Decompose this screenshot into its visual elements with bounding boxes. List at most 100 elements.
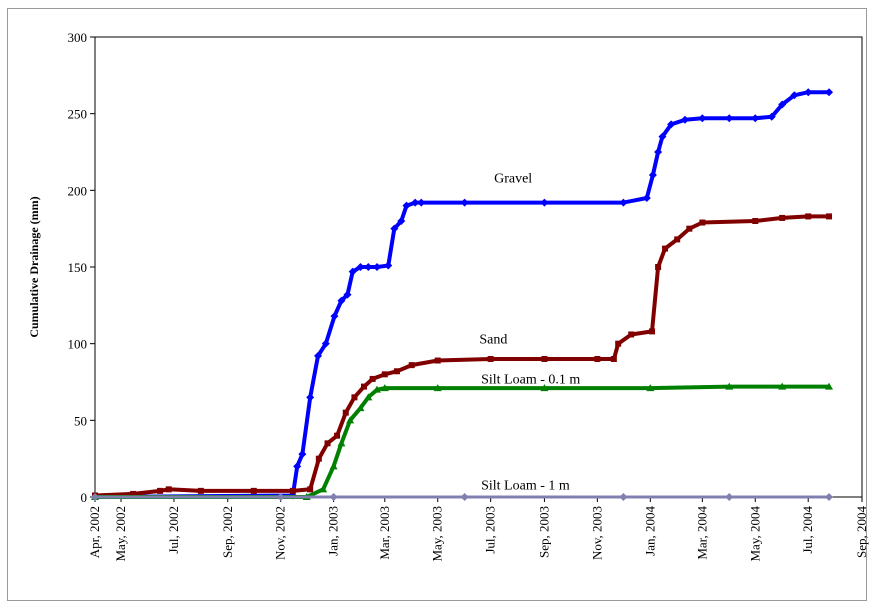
series-annotation: Sand bbox=[479, 333, 507, 348]
series-annotation: Silt Loam - 0.1 m bbox=[481, 373, 580, 388]
data-point bbox=[752, 218, 759, 224]
y-tick-label: 0 bbox=[81, 490, 88, 505]
data-point bbox=[825, 88, 834, 97]
data-point bbox=[725, 114, 734, 123]
data-point bbox=[342, 409, 349, 416]
y-tick-label: 100 bbox=[68, 337, 88, 352]
data-point bbox=[307, 486, 314, 493]
data-point bbox=[619, 493, 628, 501]
data-point bbox=[91, 493, 99, 501]
data-point bbox=[662, 245, 669, 252]
data-point bbox=[433, 384, 442, 392]
data-point bbox=[364, 263, 373, 271]
x-tick-label: Nov, 2002 bbox=[273, 506, 288, 560]
series-3 bbox=[91, 493, 834, 501]
data-point bbox=[293, 462, 302, 471]
data-point bbox=[804, 88, 813, 97]
data-point bbox=[615, 340, 622, 347]
x-tick-label: Jan, 2004 bbox=[642, 506, 657, 556]
data-point bbox=[779, 214, 786, 221]
data-point bbox=[364, 393, 373, 401]
data-point bbox=[321, 339, 330, 348]
data-point bbox=[434, 357, 441, 364]
x-tick-label: Mar, 2004 bbox=[694, 506, 709, 560]
data-point bbox=[329, 462, 338, 470]
y-tick-label: 150 bbox=[68, 260, 88, 275]
data-point bbox=[460, 198, 469, 207]
data-point bbox=[654, 148, 663, 156]
data-point bbox=[699, 219, 706, 226]
data-point bbox=[381, 371, 388, 378]
data-point bbox=[487, 356, 494, 362]
x-tick-label: Jul, 2004 bbox=[800, 506, 815, 554]
data-point bbox=[289, 487, 296, 494]
y-tick-label: 200 bbox=[68, 183, 88, 198]
data-point bbox=[826, 213, 833, 220]
data-point bbox=[540, 198, 549, 207]
data-point bbox=[619, 198, 628, 207]
data-point bbox=[330, 312, 339, 321]
data-point bbox=[767, 112, 776, 121]
data-point bbox=[157, 487, 164, 494]
series-annotation: Silt Loam - 1 m bbox=[481, 478, 570, 493]
x-tick-label: Jul, 2002 bbox=[166, 506, 181, 554]
x-tick-label: May, 2003 bbox=[430, 506, 445, 562]
data-point bbox=[372, 263, 381, 271]
x-tick-label: May, 2004 bbox=[747, 506, 762, 562]
data-point bbox=[313, 351, 322, 360]
data-point bbox=[298, 450, 307, 459]
x-tick-label: Nov, 2003 bbox=[589, 506, 604, 560]
x-tick-label: Apr, 2002 bbox=[87, 506, 102, 558]
data-point bbox=[628, 331, 635, 338]
data-point bbox=[306, 393, 315, 402]
y-tick-label: 300 bbox=[68, 30, 88, 45]
data-point bbox=[825, 382, 834, 390]
data-point bbox=[541, 356, 548, 362]
plot-area bbox=[94, 36, 863, 498]
data-point bbox=[642, 194, 651, 202]
data-point bbox=[397, 217, 406, 225]
x-tick-label: Mar, 2003 bbox=[377, 506, 392, 560]
data-point bbox=[402, 201, 411, 210]
x-tick-label: Jul, 2003 bbox=[483, 506, 498, 554]
data-point bbox=[324, 440, 331, 447]
series-1 bbox=[92, 213, 833, 499]
data-point bbox=[337, 439, 346, 447]
series-line bbox=[94, 214, 829, 498]
data-point bbox=[658, 132, 667, 141]
y-tick-label: 250 bbox=[68, 107, 88, 122]
data-point bbox=[346, 416, 355, 424]
data-point bbox=[356, 263, 365, 271]
data-point bbox=[393, 368, 400, 375]
data-point bbox=[130, 490, 137, 497]
y-tick-label: 50 bbox=[74, 413, 87, 428]
series-0 bbox=[91, 88, 834, 501]
axes: 0 50 100 150 200 250 300 Apr, 2002 May, 2002 Jul,… bbox=[68, 30, 870, 562]
data-point bbox=[334, 432, 341, 439]
data-point bbox=[725, 382, 734, 390]
data-point bbox=[165, 486, 172, 493]
data-point bbox=[594, 356, 601, 362]
data-point bbox=[276, 493, 285, 501]
data-point bbox=[655, 264, 662, 270]
data-point bbox=[372, 385, 381, 393]
labels-group: Gravel Sand Silt Loam - 0.1 m Silt Loam - 1… bbox=[479, 172, 580, 494]
x-tick-label: May, 2002 bbox=[113, 506, 128, 562]
data-point bbox=[360, 383, 367, 390]
data-point bbox=[417, 198, 426, 207]
data-point bbox=[610, 356, 617, 362]
x-tick-label: Sep, 2003 bbox=[536, 506, 551, 558]
data-point bbox=[540, 384, 549, 392]
data-point bbox=[686, 225, 693, 232]
data-point bbox=[825, 493, 834, 501]
data-point bbox=[725, 493, 734, 501]
data-point bbox=[380, 384, 389, 392]
data-point bbox=[348, 267, 357, 276]
data-point bbox=[790, 91, 799, 100]
data-point bbox=[805, 213, 812, 220]
data-point bbox=[667, 120, 676, 129]
x-tick-label: Jan, 2003 bbox=[326, 506, 341, 556]
data-point bbox=[751, 114, 760, 123]
series-annotation: Gravel bbox=[494, 172, 532, 187]
data-point bbox=[390, 224, 399, 233]
